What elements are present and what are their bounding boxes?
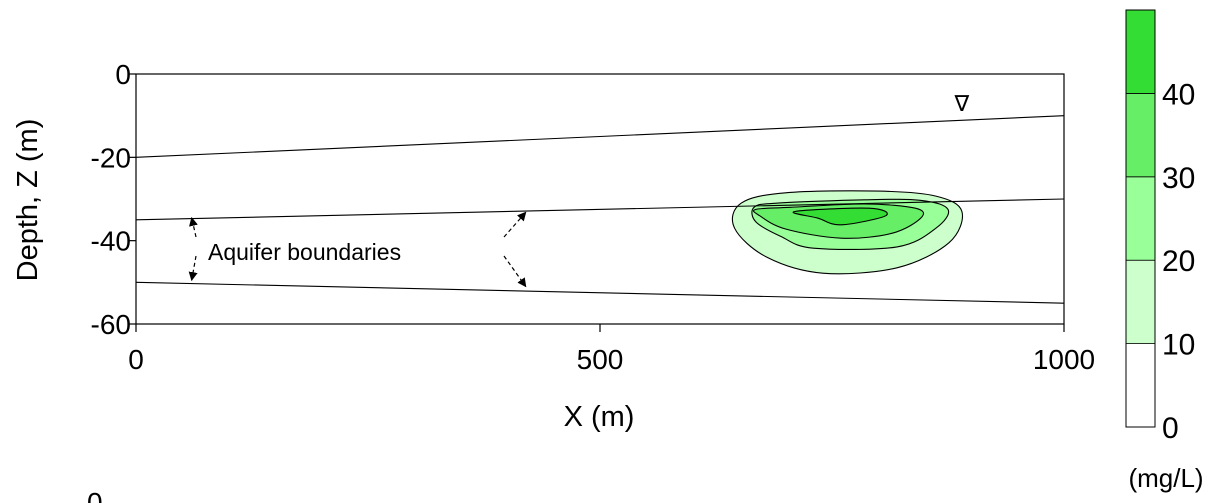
colorbar-tick-label: 40: [1162, 78, 1195, 111]
x-tick-label: 500: [577, 344, 624, 375]
colorbar-band-20: [1125, 176, 1156, 261]
colorbar-band-40: [1125, 9, 1156, 94]
aquifer-top-line: [135, 198, 1065, 221]
contour-group: [731, 190, 963, 275]
annotation-arrow: [188, 255, 198, 282]
y-tick-label: -60: [91, 309, 131, 340]
colorbar-tick-label: 10: [1162, 329, 1195, 362]
water-table-symbol: ∇: [954, 91, 970, 116]
y-tick-label: -20: [91, 142, 131, 173]
colorbar-unit: (mg/L): [1128, 463, 1203, 493]
colorbar-band-10: [1125, 259, 1156, 345]
plot-area: 0 500 1000 0 -20 -40 -60 ∇ Aquifer boundaries: [91, 59, 1096, 375]
annotation-label: Aquifer boundaries: [208, 239, 401, 265]
colorbar-tick-label: 0: [1162, 412, 1179, 445]
x-tick-label: 1000: [1033, 344, 1095, 375]
contour-level-40: [792, 207, 888, 226]
colorbar-tick-label: 30: [1162, 162, 1195, 195]
aquifer-bottom-line: [135, 281, 1065, 304]
colorbar-band-0: [1125, 343, 1156, 428]
water-table-line: [135, 115, 1065, 158]
x-tick-label: 0: [128, 344, 144, 375]
colorbar-tick-label: 20: [1162, 245, 1195, 278]
annotation-arrow: [503, 211, 527, 238]
y-axis-title: Depth, Z (m): [12, 119, 44, 282]
colorbar: 0 10 20 30 40: [1125, 9, 1195, 445]
annotation-arrow: [189, 216, 198, 238]
y-tick-label: -40: [91, 226, 131, 257]
partial-tick-label: 0: [87, 487, 103, 503]
x-axis-title: X (m): [564, 401, 635, 433]
y-tick-label: 0: [115, 59, 131, 90]
annotation-arrow: [503, 255, 527, 288]
colorbar-band-30: [1125, 93, 1156, 178]
colorbar-frame: [1125, 9, 1156, 428]
